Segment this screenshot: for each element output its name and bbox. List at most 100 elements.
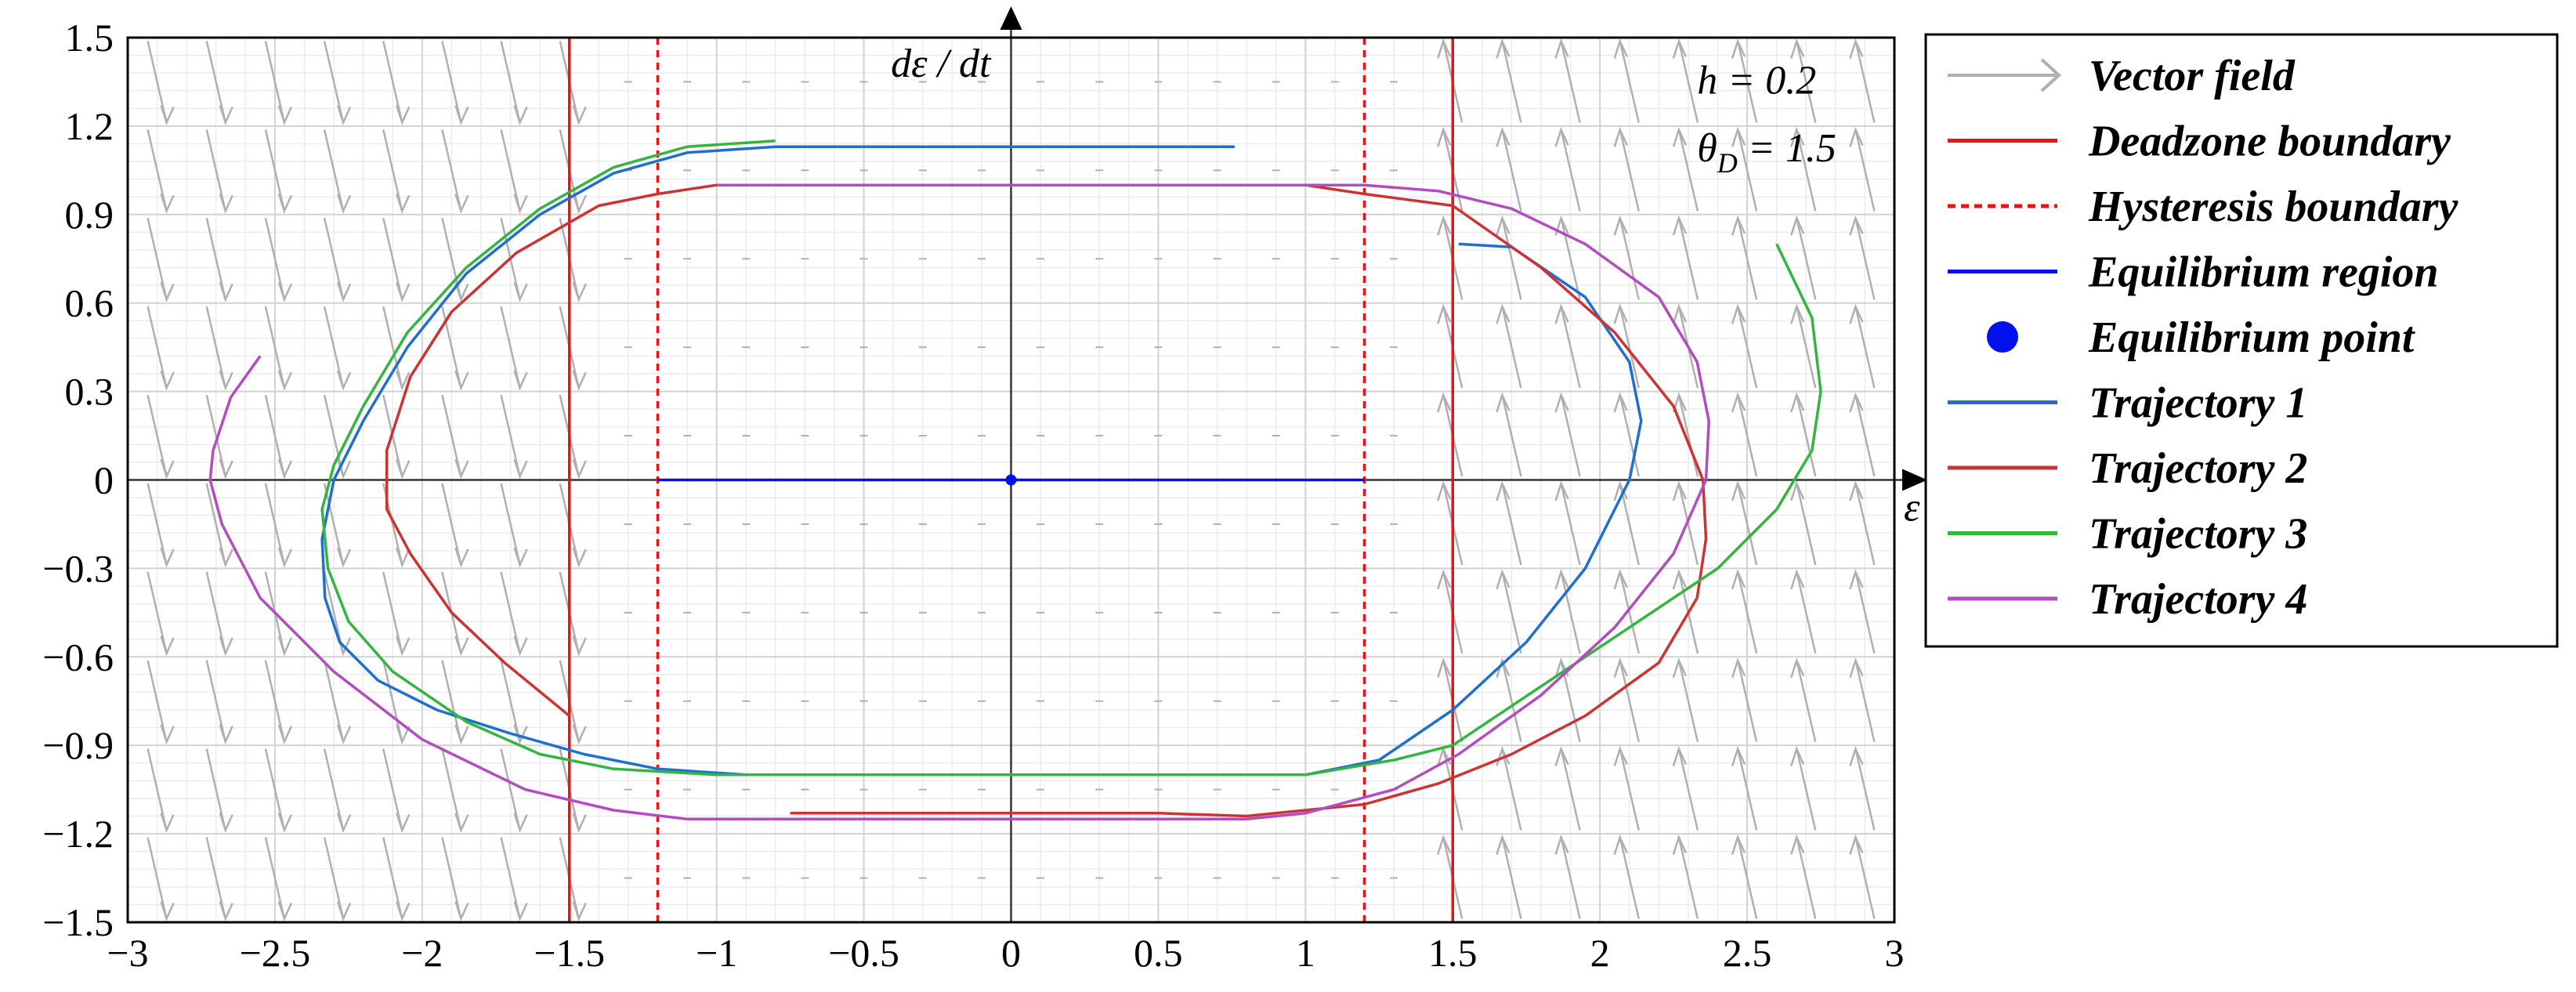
vector-field-arrow	[1854, 660, 1876, 743]
vector-field-arrow	[441, 129, 462, 212]
vector-field-arrow	[1736, 571, 1758, 654]
vector-field-arrowhead	[1849, 746, 1864, 767]
vector-field-arrowhead	[1731, 480, 1746, 501]
x-axis-arrowhead	[1902, 469, 1927, 491]
vector-field-arrowhead	[1849, 38, 1864, 59]
vector-field-arrow	[500, 660, 521, 743]
vector-field-arrow	[1501, 837, 1522, 919]
vector-field-arrow	[500, 41, 521, 123]
vector-field-arrowhead	[1613, 746, 1628, 767]
vector-field-arrowhead	[1790, 126, 1805, 147]
vector-field-arrow	[205, 306, 226, 389]
vector-field-arrowhead	[1849, 569, 1864, 590]
y-tick-label: 1.2	[65, 104, 114, 148]
vector-field-arrowhead	[1672, 38, 1688, 59]
vector-field-arrowhead	[454, 105, 469, 125]
vector-field-arrowhead	[1496, 38, 1511, 59]
vector-field-arrowhead	[1849, 480, 1864, 501]
vector-field-arrow	[1796, 837, 1817, 919]
vector-field-arrowhead	[219, 193, 233, 214]
vector-field-arrow	[1677, 837, 1699, 919]
y-tick-label: −0.6	[42, 635, 114, 679]
vector-field-arrow	[382, 571, 403, 654]
vector-field-arrowhead	[572, 193, 587, 214]
vector-field-arrow	[1677, 483, 1699, 566]
vector-field-arrow	[500, 571, 521, 654]
vector-field-arrow	[1619, 483, 1640, 566]
vector-field-arrowhead	[513, 813, 528, 834]
vector-field-arrow	[1796, 394, 1817, 477]
vector-field-arrow	[1619, 41, 1640, 123]
vector-field-arrowhead	[1613, 215, 1628, 236]
vector-field-arrowhead	[572, 635, 587, 657]
vector-field-arrow	[441, 41, 462, 123]
vector-field-arrow	[1736, 483, 1758, 566]
vector-field-arrow	[205, 571, 226, 654]
vector-field-arrow	[264, 217, 286, 300]
vector-field-arrowhead	[219, 547, 233, 568]
vector-field-arrow	[147, 837, 168, 919]
trajectory-3-line	[320, 139, 1822, 777]
trajectory-1-line	[320, 145, 1643, 777]
vector-field-arrowhead	[454, 458, 469, 480]
vector-field-arrow	[1796, 483, 1817, 566]
vector-field-arrow	[1854, 571, 1876, 654]
vector-field-arrow	[441, 394, 462, 477]
vector-field-arrow	[1501, 394, 1522, 477]
vector-field-arrow	[205, 41, 226, 123]
vector-field-arrowhead	[1849, 835, 1864, 855]
vector-field-arrowhead	[454, 724, 469, 745]
vector-field-arrowhead	[1731, 746, 1746, 767]
legend-equilibrium-point-label: Equilibrium point	[2088, 313, 2415, 362]
vector-field-arrowhead	[1731, 38, 1746, 59]
vector-field-arrowhead	[1849, 126, 1864, 147]
vector-field-arrowhead	[1437, 392, 1452, 413]
trajectories	[208, 139, 1822, 821]
vector-field-arrow	[1560, 306, 1581, 389]
vector-field-arrow	[382, 748, 403, 831]
vector-field-arrowhead	[513, 547, 528, 568]
vector-field-arrowhead	[1672, 569, 1688, 590]
legend-equilibrium-region-label: Equilibrium region	[2088, 248, 2439, 297]
vector-field-arrowhead	[219, 458, 233, 480]
vector-field-arrowhead	[1790, 657, 1805, 679]
vector-field-arrowhead	[1731, 835, 1746, 855]
vector-field-arrow	[1560, 394, 1581, 477]
vector-field-arrowhead	[1613, 392, 1628, 413]
vector-field-arrow	[1560, 748, 1581, 831]
vector-field-arrowhead	[1437, 126, 1452, 147]
vector-field-arrowhead	[1849, 303, 1864, 324]
vector-field-arrowhead	[160, 458, 175, 480]
legend-vector-field-label: Vector field	[2089, 52, 2296, 100]
x-tick-label: −2.5	[240, 931, 311, 975]
vector-field-arrow	[264, 483, 286, 566]
vector-field-arrowhead	[1437, 215, 1452, 236]
vector-field-arrowhead	[1790, 392, 1805, 413]
vector-field-arrow	[264, 129, 286, 212]
vector-field-arrowhead	[1613, 303, 1628, 324]
vector-field-arrow	[500, 306, 521, 389]
vector-field-arrowhead	[1437, 569, 1452, 590]
vector-field-arrow	[382, 217, 403, 300]
vector-field-arrow	[323, 837, 345, 919]
vector-field-arrowhead	[1613, 835, 1628, 855]
vector-field-arrowhead	[572, 281, 587, 302]
equilibrium-point-marker	[1005, 474, 1017, 486]
vector-field-arrowhead	[396, 547, 411, 568]
vector-field-arrow	[382, 41, 403, 123]
vector-field-arrowhead	[1731, 303, 1746, 324]
legend-trajectory-2-label: Trajectory 2	[2089, 444, 2307, 493]
vector-field-arrowhead	[396, 813, 411, 834]
vector-field-arrowhead	[336, 547, 352, 568]
vector-field-arrowhead	[1437, 835, 1452, 855]
vector-field-arrowhead	[454, 193, 469, 214]
vector-field-arrowhead	[1731, 569, 1746, 590]
legend-trajectory-1-label: Trajectory 1	[2089, 379, 2307, 428]
vector-field-arrowhead	[1554, 392, 1569, 413]
vector-field-arrow	[1619, 306, 1640, 389]
vector-field-arrow	[1501, 41, 1522, 123]
vector-field-arrow	[1677, 660, 1699, 743]
vector-field-arrowhead	[1731, 215, 1746, 236]
vector-field-arrowhead	[160, 724, 175, 745]
